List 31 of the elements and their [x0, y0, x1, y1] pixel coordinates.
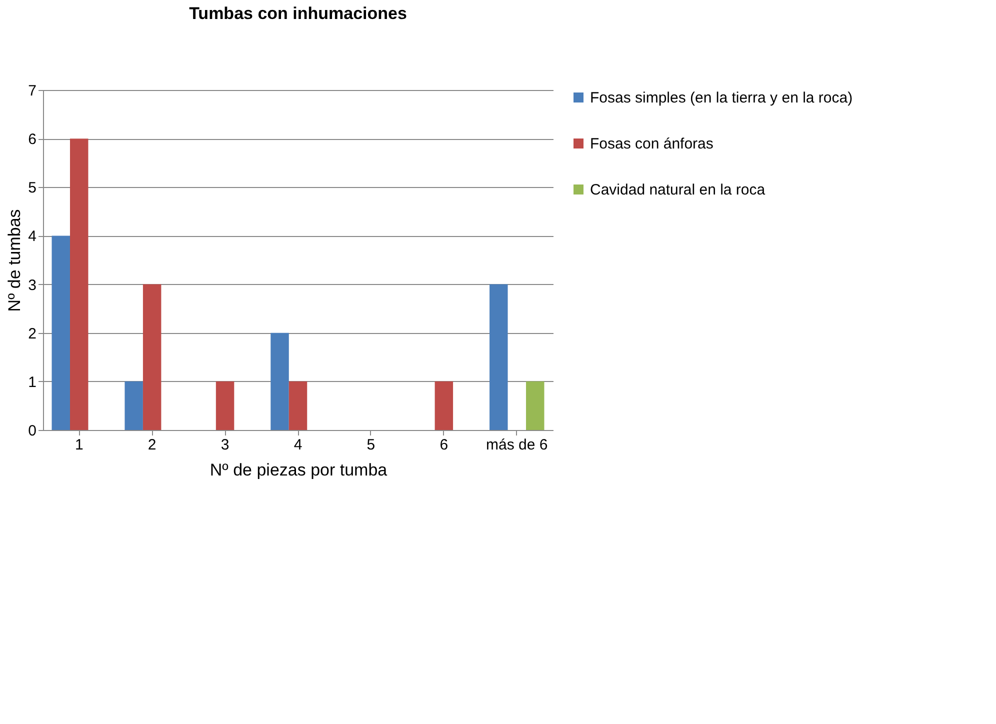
- legend-label: Fosas con ánforas: [590, 136, 714, 152]
- x-tick-label: 3: [220, 436, 230, 454]
- x-tick-label: 6: [440, 436, 448, 454]
- y-tick-label: 5: [28, 180, 36, 197]
- y-tick-label: 0: [28, 422, 36, 440]
- x-tick-label: 2: [148, 436, 156, 454]
- bar: [52, 236, 70, 430]
- bar: [434, 381, 454, 430]
- y-tick-label: 6: [28, 131, 36, 148]
- bar: [288, 381, 308, 430]
- bar: [124, 381, 143, 430]
- y-tick-label: 1: [28, 374, 36, 391]
- bar: [70, 138, 88, 430]
- y-tick-label: 4: [28, 228, 36, 246]
- bar: [526, 381, 544, 430]
- x-tick-label: 1: [74, 436, 84, 454]
- y-tick-label: 3: [28, 276, 36, 294]
- legend-label: Fosas simples (en la tierra y en la roca): [590, 90, 853, 106]
- legend-label: Cavidad natural en la roca: [590, 182, 766, 198]
- y-axis-title: Nº de tumbas: [5, 209, 24, 312]
- bar: [270, 332, 289, 430]
- x-axis-title: Nº de piezas por tumba: [210, 460, 388, 480]
- y-tick-label: 2: [28, 325, 36, 342]
- bar: [216, 381, 234, 430]
- bar: [142, 284, 162, 430]
- chart-title: Tumbas con inhumaciones: [189, 4, 407, 23]
- x-tick-label: 5: [366, 436, 376, 454]
- bar: [490, 284, 508, 430]
- x-tick-label: 4: [294, 436, 302, 454]
- x-tick-label: más de 6: [486, 436, 548, 454]
- y-tick-label: 7: [28, 82, 36, 100]
